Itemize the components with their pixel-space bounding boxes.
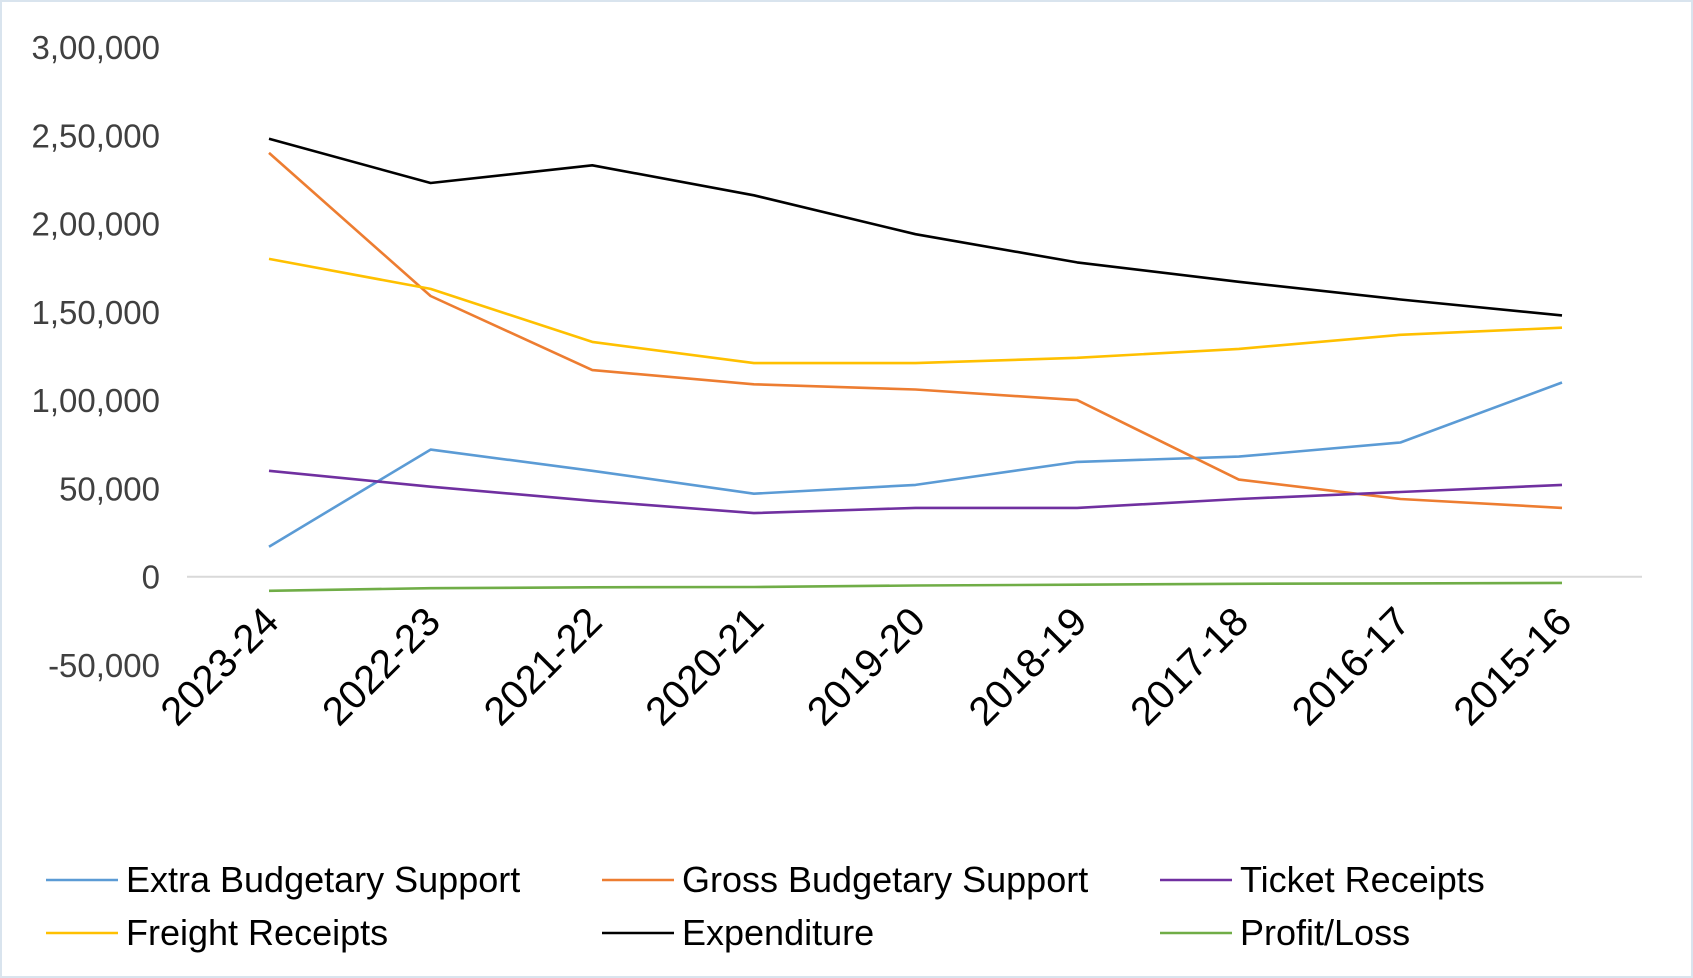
x-tick-label: 2019-20 (799, 599, 934, 734)
legend-label: Expenditure (682, 912, 874, 953)
x-tick-label: 2018-19 (961, 599, 1096, 734)
y-tick-label: 3,00,000 (32, 29, 160, 66)
legend-item: Ticket Receipts (1160, 859, 1485, 900)
legend-item: Profit/Loss (1160, 912, 1410, 953)
y-tick-label: 1,50,000 (32, 294, 160, 331)
x-tick-label: 2015-16 (1445, 599, 1580, 734)
x-tick-label: 2017-18 (1122, 599, 1257, 734)
x-tick-label: 2016-17 (1284, 599, 1419, 734)
series-line (268, 581, 1563, 593)
legend-item: Expenditure (602, 912, 874, 953)
legend-item: Extra Budgetary Support (46, 859, 520, 900)
series-line (268, 381, 1563, 548)
y-tick-label: -50,000 (48, 647, 160, 684)
legend-label: Freight Receipts (126, 912, 388, 953)
y-tick-label: 50,000 (59, 470, 160, 507)
y-tick-label: 1,00,000 (32, 382, 160, 419)
series-line (268, 137, 1563, 317)
legend-label: Profit/Loss (1240, 912, 1410, 953)
x-tick-label: 2023-24 (152, 599, 287, 734)
y-tick-label: 2,50,000 (32, 117, 160, 154)
series-lines (268, 137, 1563, 593)
y-tick-label: 2,00,000 (32, 206, 160, 243)
x-tick-label: 2020-21 (637, 599, 772, 734)
legend-label: Gross Budgetary Support (682, 859, 1088, 900)
legend-label: Extra Budgetary Support (126, 859, 520, 900)
y-tick-label: 0 (142, 559, 160, 596)
x-tick-label: 2022-23 (314, 599, 449, 734)
legend-label: Ticket Receipts (1240, 859, 1485, 900)
series-line (268, 257, 1563, 365)
series-line (268, 151, 1563, 510)
legend-item: Gross Budgetary Support (602, 859, 1088, 900)
legend-item: Freight Receipts (46, 912, 388, 953)
x-tick-label: 2021-22 (476, 599, 611, 734)
series-line (268, 469, 1563, 515)
x-axis-labels: 2023-24 2022-23 2021-22 2020-21 2019-20 2018-… (152, 599, 1580, 734)
legend: Extra Budgetary Support Gross Budgetary S… (46, 859, 1485, 953)
y-axis-labels: 3,00,000 2,50,000 2,00,000 1,50,000 1,00,000… (32, 29, 160, 684)
